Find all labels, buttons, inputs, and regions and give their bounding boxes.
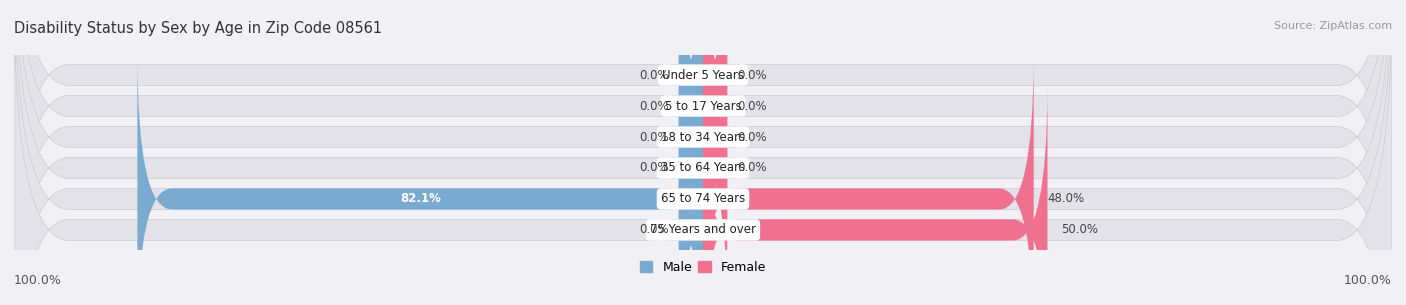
Text: 0.0%: 0.0% xyxy=(638,131,669,144)
Legend: Male, Female: Male, Female xyxy=(636,256,770,279)
Text: 48.0%: 48.0% xyxy=(1047,192,1084,206)
Text: 82.1%: 82.1% xyxy=(399,192,440,206)
Text: 0.0%: 0.0% xyxy=(738,161,768,174)
Text: 5 to 17 Years: 5 to 17 Years xyxy=(665,99,741,113)
Text: 0.0%: 0.0% xyxy=(738,69,768,81)
Text: 35 to 64 Years: 35 to 64 Years xyxy=(661,161,745,174)
Text: 0.0%: 0.0% xyxy=(738,131,768,144)
Text: 100.0%: 100.0% xyxy=(14,274,62,286)
FancyBboxPatch shape xyxy=(693,0,738,250)
FancyBboxPatch shape xyxy=(14,0,1392,305)
FancyBboxPatch shape xyxy=(703,55,1033,305)
Text: 0.0%: 0.0% xyxy=(738,99,768,113)
Text: Disability Status by Sex by Age in Zip Code 08561: Disability Status by Sex by Age in Zip C… xyxy=(14,21,382,36)
FancyBboxPatch shape xyxy=(693,23,738,305)
Text: 50.0%: 50.0% xyxy=(1062,224,1098,236)
FancyBboxPatch shape xyxy=(669,86,713,305)
FancyBboxPatch shape xyxy=(703,86,1047,305)
Text: 0.0%: 0.0% xyxy=(638,99,669,113)
FancyBboxPatch shape xyxy=(14,0,1392,305)
FancyBboxPatch shape xyxy=(669,23,713,305)
Text: 65 to 74 Years: 65 to 74 Years xyxy=(661,192,745,206)
Text: Under 5 Years: Under 5 Years xyxy=(662,69,744,81)
FancyBboxPatch shape xyxy=(693,0,738,282)
FancyBboxPatch shape xyxy=(14,0,1392,305)
FancyBboxPatch shape xyxy=(669,0,713,219)
FancyBboxPatch shape xyxy=(669,0,713,250)
FancyBboxPatch shape xyxy=(14,0,1392,305)
FancyBboxPatch shape xyxy=(669,0,713,282)
Text: 0.0%: 0.0% xyxy=(638,69,669,81)
Text: 0.0%: 0.0% xyxy=(638,161,669,174)
Text: 18 to 34 Years: 18 to 34 Years xyxy=(661,131,745,144)
Text: 100.0%: 100.0% xyxy=(1344,274,1392,286)
Text: 0.0%: 0.0% xyxy=(638,224,669,236)
FancyBboxPatch shape xyxy=(14,0,1392,305)
Text: 75 Years and over: 75 Years and over xyxy=(650,224,756,236)
FancyBboxPatch shape xyxy=(14,0,1392,305)
Text: Source: ZipAtlas.com: Source: ZipAtlas.com xyxy=(1274,21,1392,31)
FancyBboxPatch shape xyxy=(138,55,703,305)
FancyBboxPatch shape xyxy=(693,0,738,219)
